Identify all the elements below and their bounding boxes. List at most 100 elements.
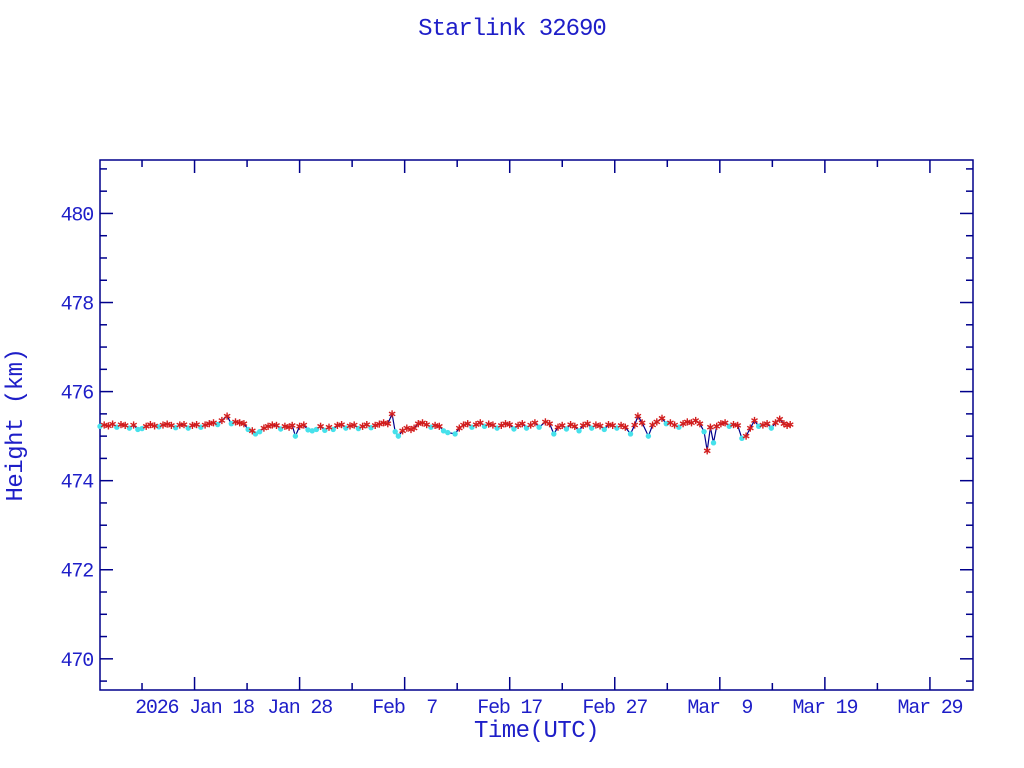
dot-marker: [228, 420, 235, 427]
y-tick-label: 474: [61, 472, 94, 495]
asterisk-marker: [706, 423, 714, 431]
dot-marker: [576, 428, 582, 434]
asterisk-marker: [751, 416, 758, 425]
asterisk-marker: [571, 422, 579, 430]
asterisk-marker: [596, 422, 604, 430]
dot-marker: [392, 428, 398, 435]
dot-marker: [139, 425, 145, 432]
asterisk-marker: [130, 421, 138, 429]
asterisk-marker: [375, 420, 383, 428]
asterisk-marker: [423, 421, 431, 429]
asterisk-marker: [584, 420, 591, 428]
asterisk-marker: [346, 422, 354, 430]
asterisk-marker: [518, 420, 526, 428]
asterisk-marker: [696, 420, 704, 428]
asterisk-marker: [403, 424, 411, 432]
asterisk-marker: [163, 420, 171, 428]
dot-marker: [511, 426, 517, 432]
dot-marker: [309, 428, 315, 434]
asterisk-marker: [592, 421, 600, 429]
asterisk-marker: [223, 412, 231, 420]
asterisk-marker: [121, 421, 129, 429]
dot-marker: [292, 433, 299, 439]
asterisk-marker: [371, 421, 379, 429]
asterisk-marker: [146, 421, 154, 429]
asterisk-marker: [506, 421, 514, 429]
asterisk-marker: [546, 420, 554, 428]
asterisk-marker: [485, 420, 493, 428]
dot-marker: [305, 427, 311, 433]
y-tick-label: 472: [61, 561, 94, 584]
asterisk-marker: [772, 419, 779, 427]
dot-marker: [710, 440, 717, 446]
dot-marker: [330, 426, 336, 433]
dot-marker: [536, 424, 542, 430]
dot-marker: [156, 424, 162, 430]
asterisk-marker: [410, 424, 418, 432]
x-tick-label: Mar 29: [898, 697, 963, 720]
asterisk-marker: [201, 421, 209, 429]
dot-marker: [563, 426, 570, 432]
y-tick-label: 480: [61, 204, 94, 227]
asterisk-marker: [232, 418, 239, 426]
asterisk-marker: [531, 419, 539, 427]
asterisk-marker: [609, 421, 617, 429]
asterisk-marker: [240, 420, 248, 428]
dot-marker: [256, 428, 263, 435]
asterisk-marker: [721, 419, 729, 427]
asterisk-marker: [476, 419, 484, 427]
asterisk-marker: [151, 422, 159, 430]
x-axis-title: Time(UTC): [473, 718, 600, 745]
asterisk-marker: [363, 421, 371, 429]
asterisk-marker: [746, 424, 754, 432]
dot-marker: [755, 423, 762, 430]
y-axis-title: Height (km): [3, 348, 30, 502]
x-tick-label: 2026 Jan 18: [135, 697, 254, 720]
asterisk-marker: [717, 420, 725, 428]
asterisk-marker: [248, 427, 256, 435]
asterisk-marker: [776, 415, 784, 423]
asterisk-marker: [489, 421, 497, 429]
asterisk-marker: [273, 421, 280, 429]
asterisk-marker: [621, 423, 629, 431]
y-tick-label: 470: [61, 650, 94, 673]
asterisk-marker: [763, 420, 771, 428]
asterisk-marker: [502, 420, 509, 428]
dot-marker: [739, 435, 745, 442]
x-tick-label: Mar 19: [792, 697, 857, 720]
dot-marker: [214, 421, 221, 428]
dot-marker: [245, 426, 251, 433]
asterisk-marker: [742, 432, 750, 440]
asterisk-marker: [100, 421, 108, 429]
asterisk-marker: [653, 418, 661, 426]
asterisk-marker: [460, 421, 467, 429]
dot-marker: [395, 433, 402, 439]
asterisk-marker: [388, 410, 396, 418]
dot-marker: [645, 433, 652, 439]
asterisk-marker: [634, 412, 642, 420]
asterisk-marker: [296, 422, 304, 430]
asterisk-marker: [703, 447, 711, 455]
dot-marker: [768, 425, 774, 431]
asterisk-marker: [264, 422, 272, 430]
asterisk-marker: [671, 421, 679, 429]
x-tick-label: Jan 28: [267, 697, 332, 720]
asterisk-marker: [658, 414, 666, 422]
dot-marker: [445, 429, 451, 436]
asterisk-marker: [558, 421, 566, 429]
dot-marker: [97, 423, 103, 430]
asterisk-marker: [159, 421, 167, 429]
x-tick-label: Feb 17: [477, 697, 542, 720]
asterisk-marker: [414, 420, 422, 428]
asterisk-marker: [638, 419, 646, 427]
asterisk-marker: [734, 421, 742, 429]
dot-marker: [452, 431, 458, 437]
asterisk-marker: [300, 421, 308, 429]
asterisk-marker: [338, 421, 346, 429]
asterisk-marker: [786, 421, 794, 429]
x-tick-label: Mar 9: [687, 697, 752, 720]
asterisk-marker: [210, 419, 217, 427]
asterisk-marker: [236, 419, 244, 427]
